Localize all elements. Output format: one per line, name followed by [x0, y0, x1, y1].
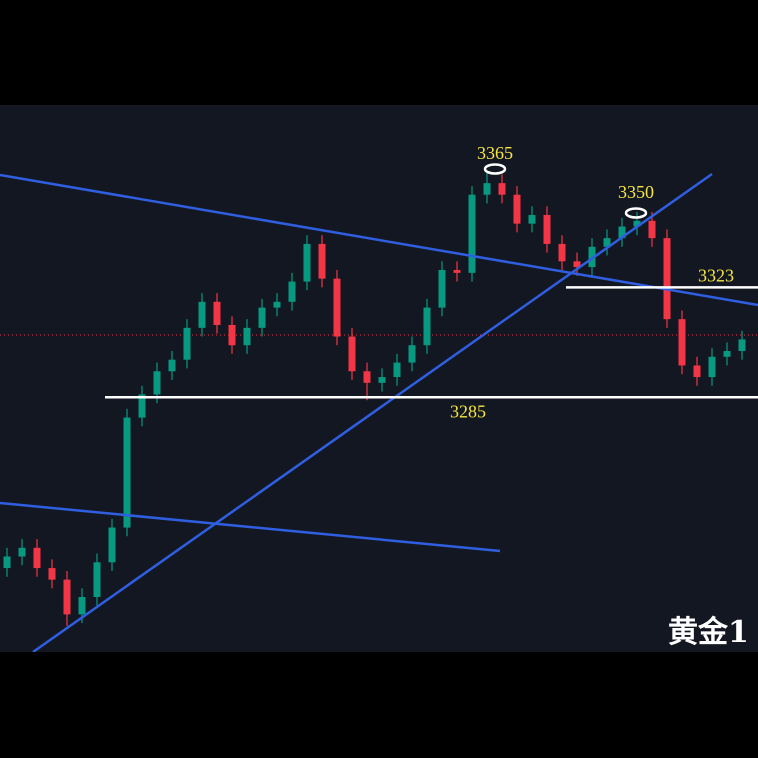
candle-body: [93, 562, 101, 598]
candle-body: [723, 351, 731, 357]
candle-body: [678, 319, 686, 366]
candle-body: [18, 547, 26, 557]
candle-body: [708, 356, 716, 378]
peak-marker: [483, 163, 507, 175]
candle-body: [198, 301, 206, 328]
candle-body: [273, 301, 281, 308]
candle-body: [408, 345, 416, 363]
candle-body: [303, 243, 311, 282]
candle-body: [603, 238, 611, 247]
plot: [0, 171, 758, 626]
candle-body: [48, 568, 56, 580]
annotation-label: 3285: [450, 401, 486, 421]
candle-body: [393, 362, 401, 378]
candle-body: [513, 194, 521, 224]
candle-body: [78, 597, 86, 615]
candle-body: [453, 269, 461, 273]
candle-body: [153, 371, 161, 395]
candle-body: [108, 527, 116, 563]
annotation-label: 3350: [618, 182, 654, 202]
candle-body: [213, 301, 221, 325]
candle-body: [363, 371, 371, 383]
candle-body: [618, 226, 626, 239]
candle-body: [288, 281, 296, 302]
candle-body: [663, 238, 671, 320]
candle-body: [693, 365, 701, 378]
candle-body: [243, 327, 251, 346]
candle-body: [738, 339, 746, 352]
candle-body: [498, 183, 506, 195]
candle-body: [33, 547, 41, 569]
annotation-label: 3323: [698, 265, 734, 285]
drawings: [0, 163, 758, 652]
candle-body: [588, 246, 596, 268]
candle-body: [318, 243, 326, 279]
candle-body: [333, 278, 341, 337]
candle-body: [123, 417, 131, 528]
candle-body: [468, 194, 476, 273]
peak-marker: [624, 207, 648, 219]
candle-body: [558, 243, 566, 262]
trend-line: [32, 172, 713, 652]
candle-body: [138, 394, 146, 418]
candle-body: [438, 269, 446, 308]
candle-body: [378, 377, 386, 383]
candle-body: [423, 307, 431, 346]
candle-body: [183, 327, 191, 360]
candle-body: [168, 359, 176, 372]
corner-label: 黄金1: [668, 615, 749, 650]
candle-body: [348, 336, 356, 372]
candle-body: [228, 324, 236, 346]
candle-body: [633, 220, 641, 227]
candle-body: [3, 556, 11, 569]
trend-line: [0, 173, 758, 307]
candle-body: [483, 183, 491, 195]
annotation-label: 3365: [477, 143, 513, 163]
candle-body: [528, 214, 536, 224]
candle-body: [543, 214, 551, 244]
candle-body: [648, 220, 656, 239]
candle-body: [258, 307, 266, 328]
candle-body: [573, 261, 581, 268]
candle-body: [63, 579, 71, 615]
trend-line: [0, 501, 501, 553]
